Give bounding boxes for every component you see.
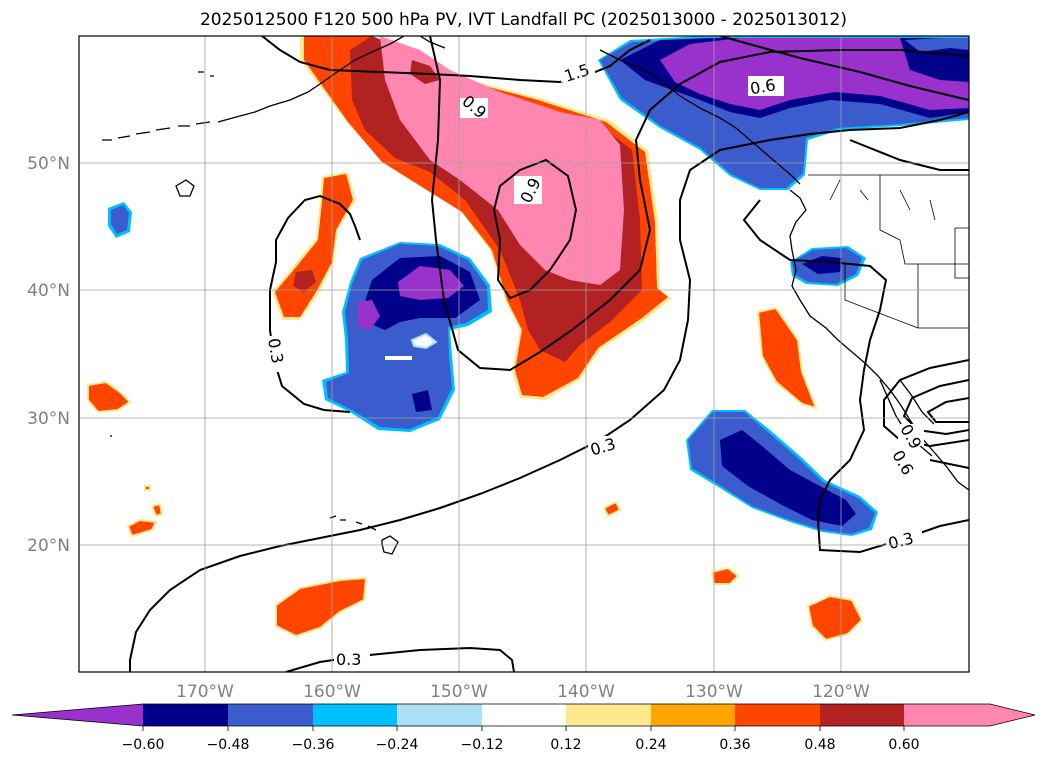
colorbar-segment (143, 704, 228, 726)
colorbar-segment (397, 704, 482, 726)
lat-label: 30°N (27, 409, 70, 429)
gridlines (79, 36, 969, 672)
positive-anomaly-central-pacific (272, 172, 356, 320)
colorbar-segment (313, 704, 397, 726)
lon-label: 120°W (812, 682, 870, 702)
borders (808, 174, 969, 329)
colorbar-segment (904, 704, 1035, 726)
colorbar-tick: −0.60 (122, 737, 165, 753)
colorbar-segment (12, 704, 143, 726)
colorbar-tick: 0.12 (550, 737, 581, 753)
latitude-labels: 50°N 40°N 30°N 20°N (27, 154, 70, 556)
colorbar: −0.60 −0.48 −0.36 −0.24 −0.12 0.12 0.24 … (11, 703, 1036, 753)
lat-label: 20°N (27, 536, 70, 556)
colorbar-segment (566, 704, 651, 726)
colorbar-tick: 0.36 (719, 737, 750, 753)
positive-anomaly-gulf-of-alaska (300, 36, 672, 400)
colorbar-tick: −0.24 (376, 737, 419, 753)
negative-anomaly-gulf-north-east (598, 36, 969, 190)
map-frame (78, 35, 970, 673)
colorbar-tick: 0.24 (635, 737, 666, 753)
colorbar-tick: −0.36 (292, 737, 335, 753)
negative-anomaly-far-west (108, 202, 132, 238)
contour-label: 0.6 (749, 75, 777, 98)
colorbar-tick: −0.12 (461, 737, 504, 753)
longitude-labels: 170°W 160°W 150°W 140°W 130°W 120°W (176, 682, 870, 702)
map-title: 2025012500 F120 500 hPa PV, IVT Landfall… (199, 10, 847, 30)
negative-anomaly-east-pacific (686, 410, 878, 536)
colorbar-segment (651, 704, 735, 726)
colorbar-segment (820, 704, 904, 726)
lon-label: 130°W (685, 682, 743, 702)
colorbar-segment (735, 704, 820, 726)
lon-label: 160°W (303, 682, 361, 702)
lat-label: 40°N (27, 281, 70, 301)
colorbar-segment (228, 704, 313, 726)
colorbar-tick: 0.60 (888, 737, 919, 753)
colorbar-tick: −0.48 (207, 737, 250, 753)
lon-label: 170°W (176, 682, 234, 702)
contour-label: 0.3 (264, 337, 287, 365)
colorbar-segment (482, 704, 566, 726)
colorbar-tick: 0.48 (804, 737, 835, 753)
negative-anomaly-california-coast (790, 246, 866, 286)
lon-label: 140°W (557, 682, 615, 702)
positive-anomaly-small-blobs (87, 306, 864, 642)
lat-label: 50°N (27, 154, 70, 174)
lon-label: 150°W (430, 682, 488, 702)
contour-label: 0.3 (336, 650, 361, 669)
